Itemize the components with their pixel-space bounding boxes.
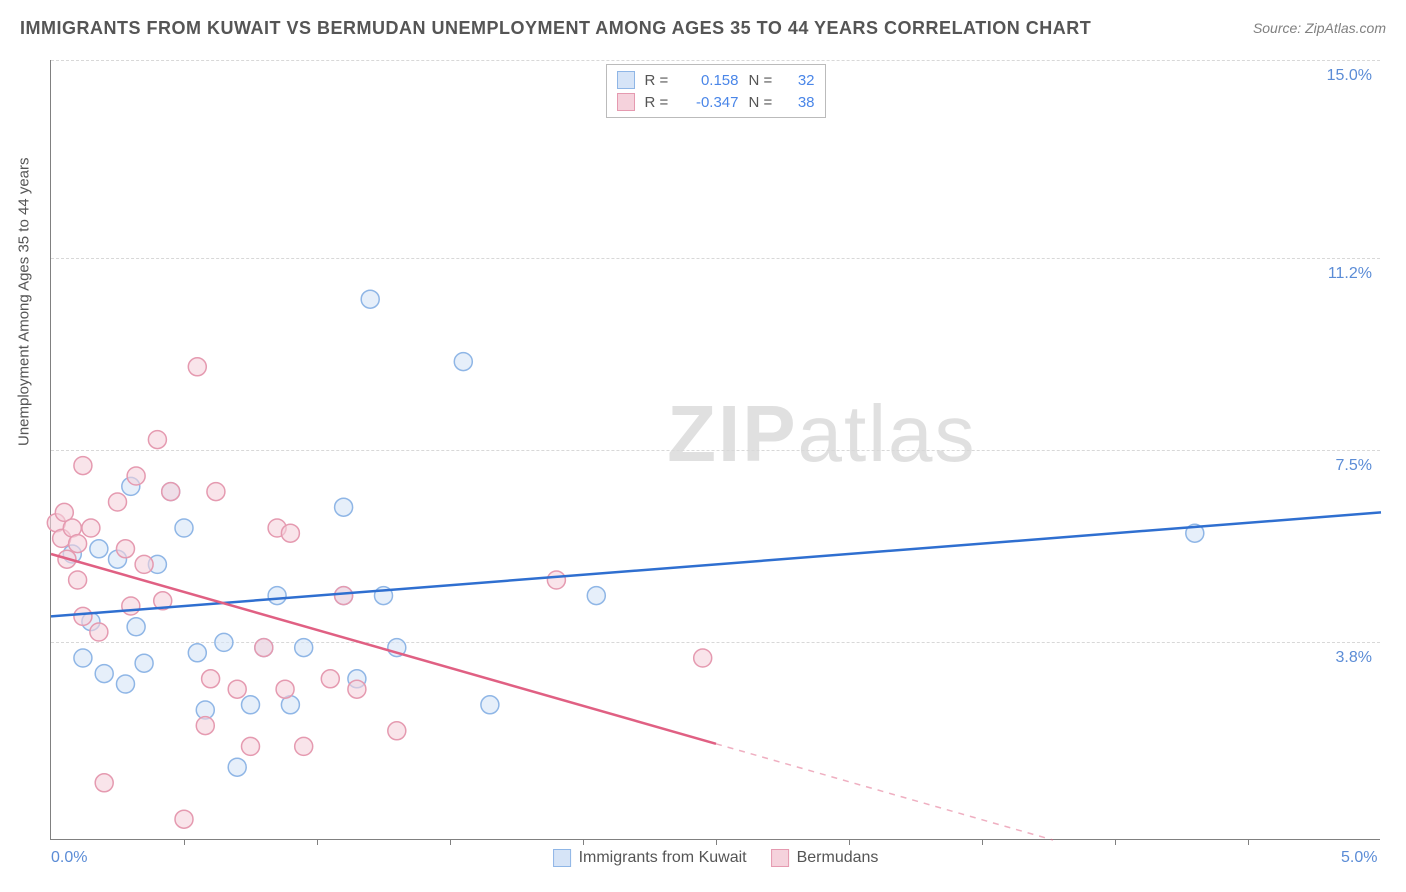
bermudans-point [276,680,294,698]
bermudans-point [196,717,214,735]
bottom-legend-item: Bermudans [771,849,879,867]
kuwait-point [228,758,246,776]
r-label: R = [645,72,673,89]
legend-swatch [617,93,635,111]
r-label: R = [645,94,673,111]
bermudans-point [90,623,108,641]
bermudans-point [321,670,339,688]
legend-label: Bermudans [797,849,879,867]
legend-swatch [617,71,635,89]
x-axis-tick-label: 5.0% [1341,849,1377,867]
kuwait-point [335,498,353,516]
x-axis-tick-label: 0.0% [51,849,87,867]
x-axis-tick [1115,839,1116,845]
n-value: 38 [787,94,815,111]
bermudans-point [335,587,353,605]
bermudans-point [255,639,273,657]
bermudans-point [135,555,153,573]
bermudans-point [188,358,206,376]
kuwait-point [74,649,92,667]
plot-area: ZIPatlas 3.8%7.5%11.2%15.0% R =0.158N =3… [50,60,1380,840]
kuwait-point [175,519,193,537]
bermudans-point [694,649,712,667]
y-axis-title: Unemployment Among Ages 35 to 44 years [16,157,33,446]
chart-title: IMMIGRANTS FROM KUWAIT VS BERMUDAN UNEMP… [20,18,1091,39]
bermudans-point [207,483,225,501]
stats-legend: R = 0.158 N = 32 R = -0.347 N = 38 [606,64,826,118]
bermudans-point [175,810,193,828]
bermudans-point [69,535,87,553]
bermudans-point [122,597,140,615]
bermudans-point [74,607,92,625]
kuwait-point [242,696,260,714]
kuwait-point [587,587,605,605]
kuwait-point [361,290,379,308]
kuwait-point [90,540,108,558]
n-label: N = [749,72,777,89]
kuwait-point [127,618,145,636]
kuwait-point [268,587,286,605]
bermudans-point [295,737,313,755]
kuwait-point [215,633,233,651]
bermudans-point [547,571,565,589]
bottom-legend: Immigrants from Kuwait Bermudans [553,849,879,867]
r-value: 0.158 [683,72,739,89]
x-axis-tick [849,839,850,845]
bermudans-point [82,519,100,537]
chart-svg [51,60,1380,839]
kuwait-point [116,675,134,693]
x-axis-tick [450,839,451,845]
stats-legend-row: R = 0.158 N = 32 [617,69,815,91]
kuwait-point [188,644,206,662]
bottom-legend-item: Immigrants from Kuwait [553,849,747,867]
x-axis-tick [716,839,717,845]
legend-label: Immigrants from Kuwait [579,849,747,867]
x-axis-tick [184,839,185,845]
bermudans-point [202,670,220,688]
legend-swatch [771,849,789,867]
bermudans-point [109,493,127,511]
bermudans-point [388,722,406,740]
kuwait-point [95,665,113,683]
bermudans-point [74,457,92,475]
r-value: -0.347 [683,94,739,111]
x-axis-tick [982,839,983,845]
bermudans-point [148,431,166,449]
kuwait-point [295,639,313,657]
kuwait-point [135,654,153,672]
bermudans-point [69,571,87,589]
kuwait-point [454,353,472,371]
stats-legend-row: R = -0.347 N = 38 [617,91,815,113]
bermudans-point [281,524,299,542]
bermudans-point [95,774,113,792]
bermudans-point [162,483,180,501]
source-attribution: Source: ZipAtlas.com [1253,20,1386,36]
kuwait-point [481,696,499,714]
x-axis-tick [583,839,584,845]
n-value: 32 [787,72,815,89]
bermudans-point [127,467,145,485]
bermudans-point [242,737,260,755]
bermudans-point [116,540,134,558]
bermudans-point [348,680,366,698]
chart-container: IMMIGRANTS FROM KUWAIT VS BERMUDAN UNEMP… [0,0,1406,892]
n-label: N = [749,94,777,111]
x-axis-tick [317,839,318,845]
x-axis-tick [1248,839,1249,845]
bermudans-point [228,680,246,698]
legend-swatch [553,849,571,867]
